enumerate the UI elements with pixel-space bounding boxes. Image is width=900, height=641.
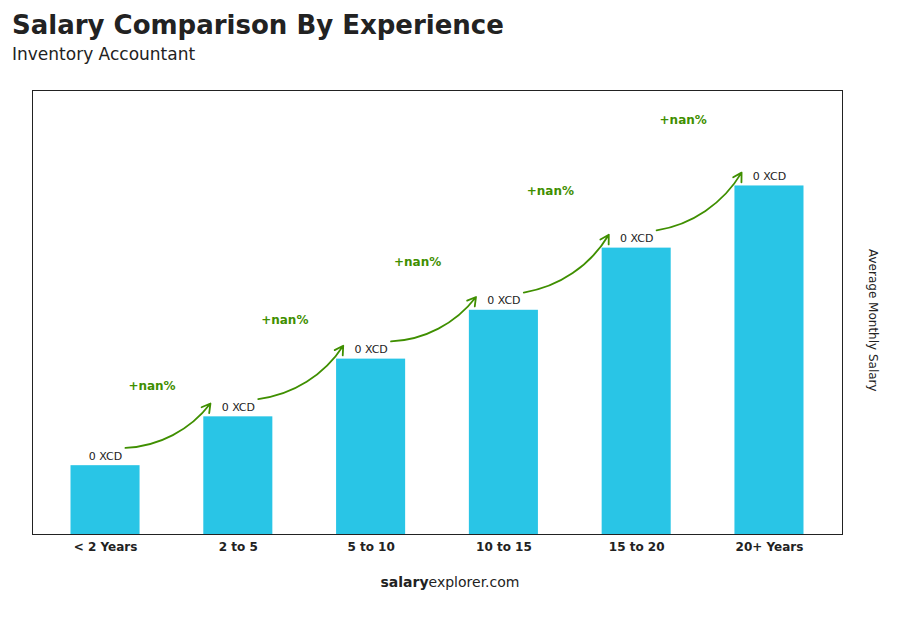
html-text:salary explorer.com: salary explorer.com (380, 574, 520, 590)
html-text:Average Monthly Salary: Average Monthly Salary (866, 248, 880, 392)
html-text:Inventory Accountant: Inventory Accountant (12, 44, 196, 64)
svg-text:15 to 20: 15 to 20 (609, 540, 665, 554)
svg-text:+nan%: +nan% (394, 255, 441, 269)
svg-text:0 XCD: 0 XCD (89, 450, 122, 463)
svg-text:+nan%: +nan% (660, 113, 707, 127)
svg-text:0 XCD: 0 XCD (222, 401, 255, 414)
svg-text:< 2 Years: < 2 Years (74, 540, 138, 554)
html-text:Salary Comparison By Experienc: Salary Comparison By Experience (12, 10, 504, 40)
svg-text:+nan%: +nan% (261, 313, 308, 327)
svg-text:10 to 15: 10 to 15 (476, 540, 532, 554)
svg-text:20+ Years: 20+ Years (736, 540, 804, 554)
svg-text:0 XCD: 0 XCD (753, 170, 786, 183)
svg-text:+nan%: +nan% (527, 184, 574, 198)
svg-text:0 XCD: 0 XCD (487, 294, 520, 307)
svg-text:+nan%: +nan% (128, 379, 175, 393)
svg-text:0 XCD: 0 XCD (354, 343, 387, 356)
svg-text:2 to 5: 2 to 5 (219, 540, 258, 554)
svg-text:5 to 10: 5 to 10 (347, 540, 394, 554)
svg-text:0 XCD: 0 XCD (620, 232, 653, 245)
